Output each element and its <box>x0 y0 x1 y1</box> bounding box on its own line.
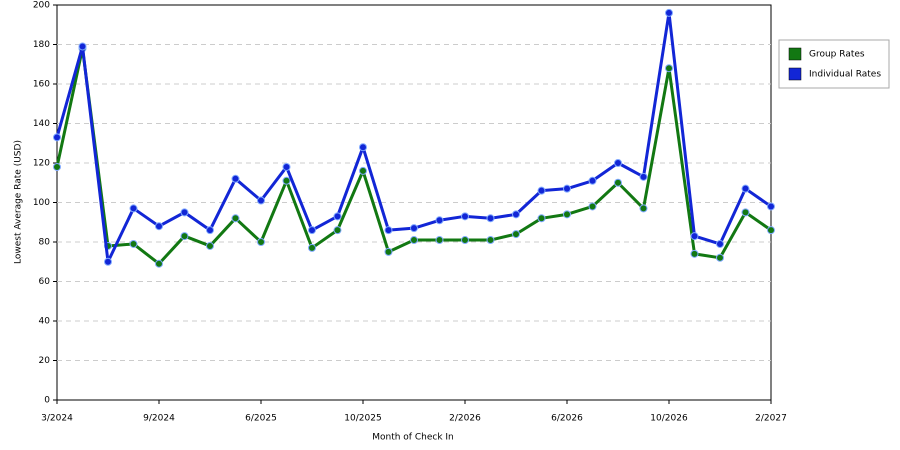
point <box>716 239 724 248</box>
legend-label: Individual Rates <box>809 70 881 80</box>
point <box>333 212 342 221</box>
x-axis-title: Month of Check In <box>372 433 454 443</box>
y-tick-label: 40 <box>39 317 51 327</box>
point <box>639 204 648 213</box>
point <box>410 224 418 233</box>
x-tick-label: 9/2024 <box>143 414 175 424</box>
y-tick-label: 200 <box>33 1 50 11</box>
point <box>257 196 265 205</box>
point <box>665 8 673 17</box>
point <box>563 184 571 193</box>
x-tick-label: 6/2025 <box>245 414 277 424</box>
point <box>486 214 495 223</box>
point <box>461 236 469 245</box>
point <box>129 204 138 213</box>
point <box>180 232 189 241</box>
point <box>614 159 622 167</box>
y-tick-label: 160 <box>33 80 50 90</box>
y-tick-label: 60 <box>39 277 51 287</box>
x-tick-label: 2/2026 <box>449 414 481 424</box>
point <box>512 210 520 219</box>
point <box>767 226 775 235</box>
point <box>308 226 316 235</box>
point <box>231 214 240 223</box>
y-axis-title: Lowest Average Rate (USD) <box>14 140 24 264</box>
point <box>767 202 775 211</box>
point <box>486 236 495 245</box>
point <box>435 236 444 245</box>
point <box>690 232 699 241</box>
x-tick-label: 2/2027 <box>755 414 787 424</box>
point <box>384 247 393 256</box>
y-tick-label: 140 <box>33 119 50 129</box>
point <box>257 238 265 246</box>
y-tick-label: 100 <box>33 198 50 208</box>
point <box>155 222 163 231</box>
legend-label: Group Rates <box>809 50 865 60</box>
point <box>588 176 597 185</box>
point <box>690 249 699 258</box>
point <box>206 241 214 250</box>
point <box>741 184 750 193</box>
point <box>614 178 622 187</box>
point <box>231 174 240 183</box>
point <box>563 210 571 219</box>
point <box>359 143 367 152</box>
point <box>512 230 520 239</box>
x-tick-label: 10/2025 <box>344 414 381 424</box>
legend-swatch <box>788 67 802 81</box>
point <box>639 172 648 181</box>
point <box>282 162 291 171</box>
point <box>129 239 138 248</box>
point <box>282 176 291 185</box>
point <box>53 133 61 142</box>
x-tick-label: 3/2024 <box>41 414 73 424</box>
y-tick-label: 0 <box>44 396 50 406</box>
point <box>333 226 342 235</box>
point <box>384 226 393 235</box>
x-tick-label: 10/2026 <box>650 414 688 424</box>
point <box>78 42 87 51</box>
point <box>716 253 724 262</box>
point <box>741 208 750 217</box>
point <box>308 243 316 252</box>
point <box>410 236 418 245</box>
point <box>104 257 112 266</box>
legend-box <box>778 39 890 89</box>
point <box>206 226 214 235</box>
legend-swatch <box>788 47 802 61</box>
point <box>53 162 61 171</box>
point <box>588 202 597 211</box>
point <box>537 186 546 195</box>
point <box>665 64 673 73</box>
y-tick-label: 20 <box>39 356 51 366</box>
y-tick-label: 120 <box>33 159 50 169</box>
point <box>537 214 546 223</box>
y-tick-label: 80 <box>39 238 51 248</box>
point <box>435 216 444 225</box>
point <box>461 212 469 221</box>
y-tick-label: 180 <box>33 40 50 50</box>
point <box>359 166 367 175</box>
point <box>180 208 189 217</box>
x-tick-label: 6/2026 <box>551 414 583 424</box>
point <box>155 259 163 268</box>
